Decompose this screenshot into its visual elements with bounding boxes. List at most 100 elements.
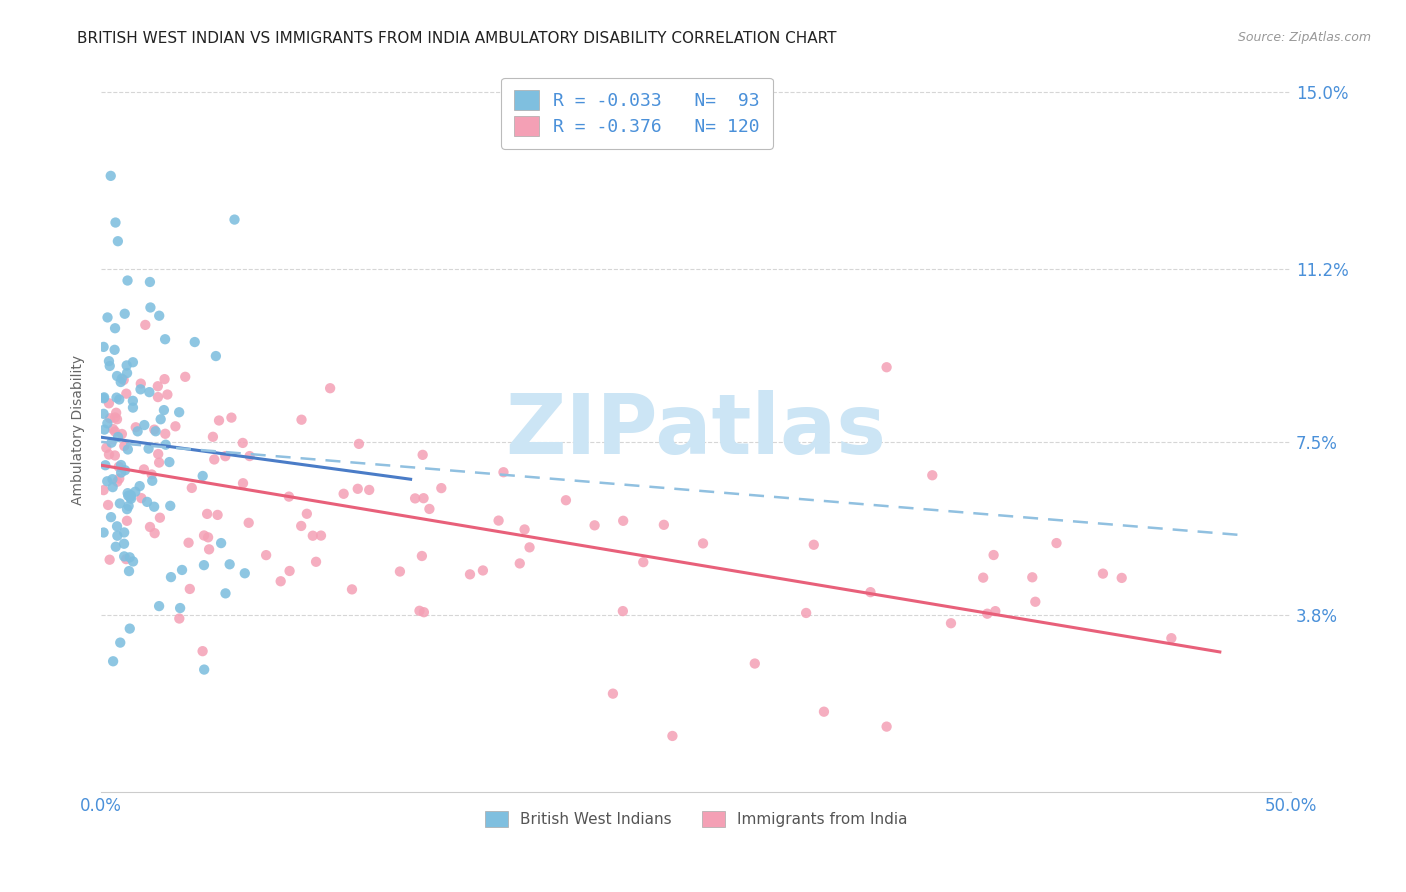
Point xyxy=(193,558,215,573)
Point xyxy=(148,447,170,461)
Point xyxy=(127,425,149,439)
Point xyxy=(412,448,434,462)
Point xyxy=(509,557,531,571)
Point xyxy=(129,382,152,396)
Point xyxy=(98,411,121,425)
Point xyxy=(112,525,135,540)
Point xyxy=(104,343,127,357)
Point xyxy=(97,396,120,410)
Point xyxy=(519,541,541,555)
Point xyxy=(174,369,197,384)
Point xyxy=(96,310,118,325)
Point xyxy=(131,491,153,505)
Point xyxy=(110,375,132,389)
Point xyxy=(107,430,129,444)
Point xyxy=(93,423,115,437)
Point xyxy=(1024,595,1046,609)
Point xyxy=(110,466,132,480)
Point xyxy=(159,499,181,513)
Point xyxy=(167,405,190,419)
Point xyxy=(107,459,129,474)
Point xyxy=(117,489,139,503)
Point xyxy=(108,392,131,407)
Point xyxy=(105,391,128,405)
Point xyxy=(97,498,120,512)
Point xyxy=(101,472,124,486)
Point xyxy=(146,379,169,393)
Point xyxy=(141,474,163,488)
Point xyxy=(183,334,205,349)
Point xyxy=(191,644,214,658)
Point xyxy=(214,586,236,600)
Point xyxy=(346,482,368,496)
Point xyxy=(193,663,215,677)
Point xyxy=(105,529,128,543)
Point xyxy=(202,452,225,467)
Point xyxy=(1091,566,1114,581)
Point xyxy=(122,554,145,568)
Point xyxy=(100,510,122,524)
Point xyxy=(148,599,170,613)
Point xyxy=(138,385,160,400)
Point xyxy=(115,386,138,401)
Point xyxy=(117,442,139,457)
Point xyxy=(114,463,136,477)
Point xyxy=(146,390,169,404)
Point xyxy=(105,369,128,384)
Point xyxy=(156,387,179,401)
Point xyxy=(96,441,118,455)
Point xyxy=(612,514,634,528)
Point xyxy=(112,373,135,387)
Point xyxy=(124,484,146,499)
Point xyxy=(270,574,292,589)
Point xyxy=(94,458,117,473)
Point xyxy=(179,582,201,596)
Point xyxy=(125,420,148,434)
Point xyxy=(209,536,232,550)
Point xyxy=(232,436,254,450)
Point xyxy=(160,570,183,584)
Point xyxy=(207,508,229,522)
Point xyxy=(104,410,127,425)
Point xyxy=(359,483,381,497)
Point xyxy=(93,525,115,540)
Point xyxy=(105,406,128,420)
Point xyxy=(112,549,135,564)
Point xyxy=(218,558,240,572)
Point xyxy=(101,480,124,494)
Point xyxy=(104,321,127,335)
Y-axis label: Ambulatory Disability: Ambulatory Disability xyxy=(72,355,86,505)
Point xyxy=(224,212,246,227)
Point xyxy=(332,487,354,501)
Point xyxy=(458,567,481,582)
Point xyxy=(111,371,134,385)
Point xyxy=(876,720,898,734)
Point xyxy=(149,510,172,524)
Point xyxy=(195,507,218,521)
Point xyxy=(122,393,145,408)
Point xyxy=(1111,571,1133,585)
Point xyxy=(430,481,453,495)
Point xyxy=(1045,536,1067,550)
Point xyxy=(692,536,714,550)
Point xyxy=(100,435,122,450)
Point xyxy=(412,605,434,619)
Point xyxy=(201,430,224,444)
Point xyxy=(165,419,187,434)
Point xyxy=(180,481,202,495)
Point xyxy=(983,548,1005,562)
Point xyxy=(122,401,145,415)
Point xyxy=(205,349,228,363)
Point xyxy=(633,555,655,569)
Point xyxy=(170,563,193,577)
Point xyxy=(115,366,138,380)
Point xyxy=(309,528,332,542)
Point xyxy=(1021,570,1043,584)
Point xyxy=(602,687,624,701)
Point xyxy=(145,424,167,438)
Point xyxy=(155,438,177,452)
Text: BRITISH WEST INDIAN VS IMMIGRANTS FROM INDIA AMBULATORY DISABILITY CORRELATION C: BRITISH WEST INDIAN VS IMMIGRANTS FROM I… xyxy=(77,31,837,46)
Point xyxy=(233,566,256,581)
Point xyxy=(139,301,162,315)
Point xyxy=(107,234,129,248)
